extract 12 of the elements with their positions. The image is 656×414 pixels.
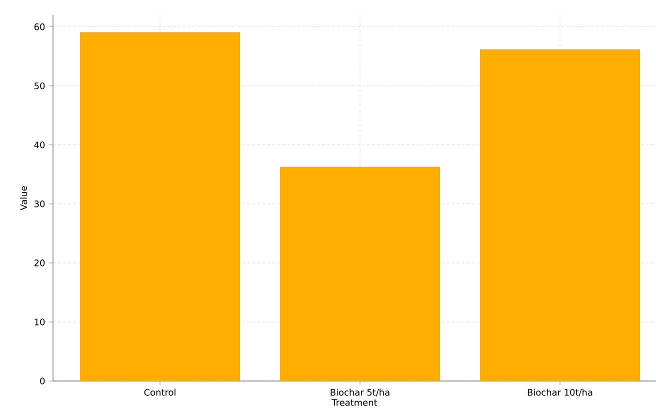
x-tick-label: Biochar 10t/ha — [528, 388, 592, 396]
y-tick-label: 10 — [34, 318, 45, 326]
y-tick-label: 0 — [40, 378, 45, 384]
x-axis-title: Treatment — [332, 399, 378, 406]
y-tick-label: 30 — [34, 200, 45, 208]
y-tick-label: 50 — [34, 82, 45, 90]
y-tick-label: 60 — [34, 23, 45, 30]
x-tick-label: Control — [144, 388, 176, 396]
x-tick-label: Biochar 5t/ha — [330, 388, 390, 396]
y-tick-label: 40 — [34, 141, 45, 148]
y-axis-title: Value — [20, 186, 27, 210]
y-tick-label: 20 — [34, 260, 45, 266]
